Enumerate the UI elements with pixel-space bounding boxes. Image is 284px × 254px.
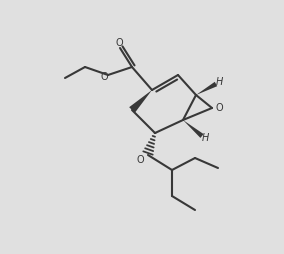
Text: H: H [201, 133, 209, 143]
Text: O: O [136, 155, 144, 165]
Polygon shape [129, 90, 152, 113]
Polygon shape [196, 82, 217, 95]
Text: O: O [100, 72, 108, 82]
Polygon shape [183, 120, 204, 138]
Text: H: H [215, 77, 223, 87]
Text: O: O [215, 103, 223, 113]
Text: O: O [115, 38, 123, 48]
